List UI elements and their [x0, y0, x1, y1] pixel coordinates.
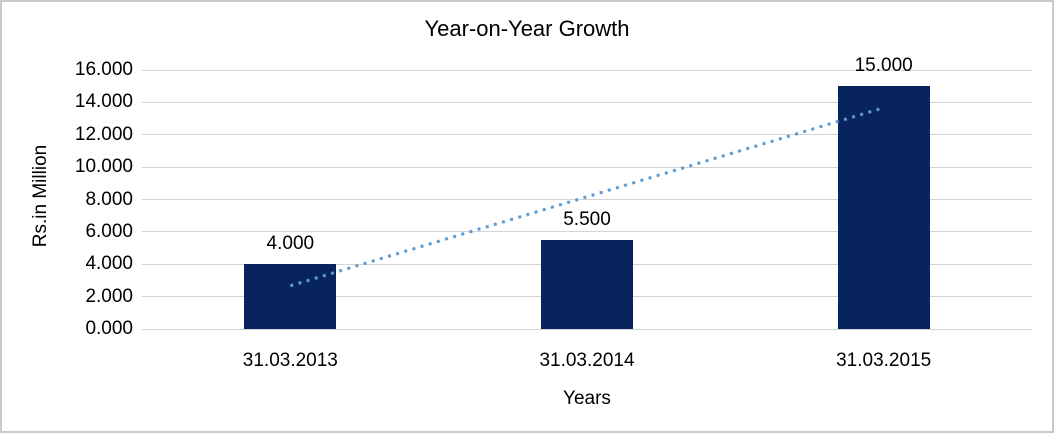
y-tick-label: 2.000	[85, 285, 133, 307]
bar	[837, 86, 930, 329]
gridline	[142, 199, 1032, 200]
gridline	[142, 328, 1032, 330]
gridline	[142, 231, 1032, 233]
x-tick-label: 31.03.2015	[836, 350, 932, 371]
trendline	[289, 106, 885, 288]
y-tick-label: 6.000	[85, 220, 133, 242]
x-tick-label: 31.03.2014	[539, 350, 635, 371]
gridline	[142, 101, 1032, 103]
gridline	[142, 166, 1032, 168]
gridline	[142, 69, 1032, 71]
bar-data-label: 15.000	[854, 55, 913, 77]
x-axis-title: Years	[563, 388, 611, 409]
bar-data-label: 5.500	[563, 208, 611, 230]
x-tick-label: 31.03.2013	[242, 350, 338, 371]
chart-title: Year-on-Year Growth	[424, 16, 630, 41]
y-tick-label: 4.000	[85, 253, 133, 275]
bar	[541, 239, 633, 329]
y-tick-label: 12.000	[74, 123, 133, 145]
y-tick-label: 8.000	[85, 188, 133, 210]
gridline	[142, 134, 1032, 136]
y-tick-label: 10.000	[74, 156, 133, 178]
plot-area: 4.000 5.500 15.000	[142, 55, 1032, 330]
bar	[244, 264, 337, 329]
y-tick-label: 16.000	[74, 59, 133, 80]
bar-data-label: 4.000	[266, 233, 315, 255]
y-tick-label: 0.000	[85, 318, 133, 339]
y-tick-label: 14.000	[74, 91, 133, 113]
